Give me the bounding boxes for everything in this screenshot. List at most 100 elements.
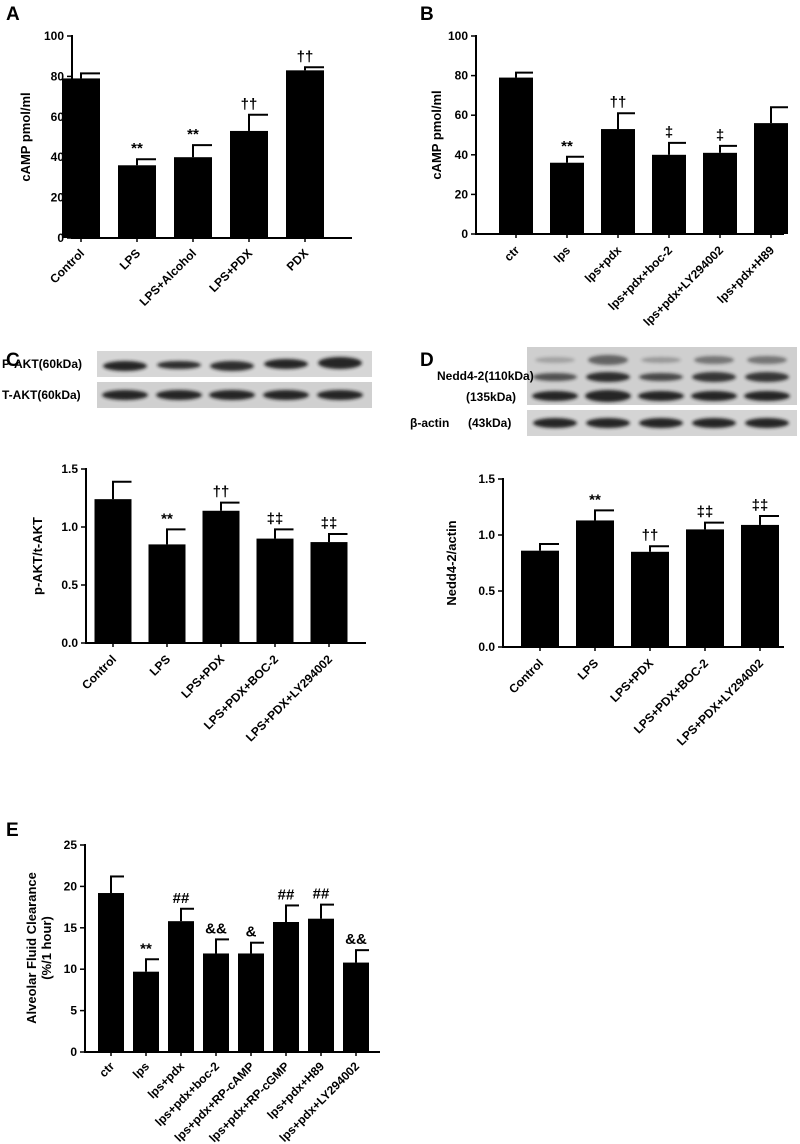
bar-lps+pdx+boc-2 xyxy=(203,953,229,1052)
significance-mark: †† xyxy=(213,484,230,501)
y-tick-label: 5 xyxy=(70,1004,77,1018)
y-tick-label: 40 xyxy=(455,148,469,162)
bar-PDX xyxy=(286,70,324,238)
significance-mark: & xyxy=(246,924,257,941)
category-label: ctr xyxy=(96,1059,117,1080)
blot-band xyxy=(532,391,578,401)
y-tick-label: 0.0 xyxy=(478,640,495,654)
significance-mark: ** xyxy=(187,126,199,143)
y-tick-label: 20 xyxy=(455,187,469,201)
y-tick-label: 40 xyxy=(51,150,65,164)
category-label: LPS+Alcohol xyxy=(137,246,199,308)
blot-band xyxy=(210,361,254,371)
significance-mark: ‡ xyxy=(716,127,724,144)
significance-mark: ## xyxy=(173,890,190,907)
significance-mark: ** xyxy=(561,138,573,155)
blot-band xyxy=(639,418,683,428)
chart-panel-c: 0.0 0.5 1.0 1.5 p-AKT/t-AKT Control ** LPS †† LPS… xyxy=(30,462,366,744)
y-tick-label: 80 xyxy=(455,69,469,83)
blot-band xyxy=(694,356,734,364)
y-tick-label: 0 xyxy=(461,227,468,241)
significance-mark: ## xyxy=(278,886,295,903)
bar-LPS+PDX xyxy=(230,130,268,238)
y-tick-label: 25 xyxy=(64,838,78,852)
bar-LPS xyxy=(118,165,156,238)
y-tick-label: 1.0 xyxy=(478,528,495,542)
panel-letter-b: B xyxy=(420,4,434,25)
y-axis-label: Alveolar Fluid Clearance xyxy=(24,872,39,1024)
significance-mark: †† xyxy=(297,48,314,65)
blot-panel-d: Nedd4-2(110kDa) (135kDa) β-actin (43kDa) xyxy=(410,347,797,436)
category-label: LPS xyxy=(117,246,143,272)
significance-mark: †† xyxy=(642,527,659,544)
blot-band xyxy=(318,357,362,369)
chart-panel-e: 0 5 10 15 20 25 Alveolar Fluid Clearance (%/1 h… xyxy=(24,838,380,1144)
y-tick-label: 0.5 xyxy=(478,584,495,598)
blot-label-nedd4-2: Nedd4-2(110kDa) xyxy=(437,369,534,383)
significance-mark: ** xyxy=(589,491,601,508)
y-axis-label: p-AKT/t-AKT xyxy=(30,517,45,595)
blot-band xyxy=(586,418,630,428)
blot-band xyxy=(641,357,681,363)
bar-LPS+PDX xyxy=(202,510,240,643)
significance-mark: && xyxy=(205,920,227,937)
y-axis-label: cAMP pmol/ml xyxy=(18,92,33,181)
blot-band xyxy=(588,355,628,365)
bar-lps+pdx+RP-cGMP xyxy=(273,922,299,1052)
significance-mark: ‡‡ xyxy=(321,515,338,532)
bar-LPS+PDX+BOC-2 xyxy=(256,538,294,643)
category-label: LPS xyxy=(575,656,601,682)
bar-lps+pdx+boc-2 xyxy=(652,154,686,234)
blot-band xyxy=(586,372,630,382)
y-tick-label: 0 xyxy=(70,1045,77,1059)
y-tick-label: 0.5 xyxy=(61,578,78,592)
y-tick-label: 15 xyxy=(64,921,78,935)
blot-band xyxy=(264,359,308,369)
blot-band xyxy=(103,361,147,371)
blot-panel-c: P-AKT(60kDa) T-AKT(60kDa) xyxy=(2,351,372,408)
significance-mark: ‡‡ xyxy=(267,510,284,527)
bar-LPS+PDX xyxy=(631,551,669,647)
chart-panel-d: 0.0 0.5 1.0 1.5 Nedd4-2/actin Control ** LPS †† L… xyxy=(444,472,784,748)
y-axis-label-secondary: (%/1 hour) xyxy=(39,916,54,980)
bar-ctr xyxy=(499,77,533,234)
blot-band xyxy=(745,418,789,428)
blot-band xyxy=(209,390,255,400)
y-tick-label: 80 xyxy=(51,69,65,83)
significance-mark: †† xyxy=(241,96,258,113)
significance-mark: ** xyxy=(131,140,143,157)
category-label: lps xyxy=(551,243,573,265)
blot-band xyxy=(744,391,790,401)
bar-LPS+PDX+LY294002 xyxy=(310,542,348,643)
blot-band xyxy=(157,361,201,369)
chart-panel-a: 0 20 40 60 80 100 cAMP pmol/ml Control ** LPS ** LP… xyxy=(18,29,352,309)
blot-label-t-akt: T-AKT(60kDa) xyxy=(2,388,81,402)
y-tick-label: 0.0 xyxy=(61,636,78,650)
y-tick-label: 1.5 xyxy=(61,462,78,476)
blot-label-43kda: (43kDa) xyxy=(468,416,511,430)
y-tick-label: 0 xyxy=(57,231,64,245)
blot-band xyxy=(638,391,684,401)
bar-Control xyxy=(62,78,100,238)
blot-band xyxy=(533,418,577,428)
significance-mark: ‡‡ xyxy=(752,497,769,514)
blot-band xyxy=(156,390,202,400)
category-label: lps xyxy=(130,1059,152,1081)
blot-band xyxy=(317,390,363,400)
significance-mark: ## xyxy=(313,886,330,903)
blot-label-135kda: (135kDa) xyxy=(466,390,516,404)
y-tick-label: 10 xyxy=(64,962,78,976)
blot-band xyxy=(535,357,575,363)
blot-band xyxy=(692,418,736,428)
bar-lps xyxy=(133,971,159,1052)
bar-LPS xyxy=(576,520,614,647)
category-label: Control xyxy=(79,652,119,692)
blot-band xyxy=(692,372,736,382)
blot-band xyxy=(691,391,737,401)
y-tick-label: 1.5 xyxy=(478,472,495,486)
panel-letter-a: A xyxy=(6,4,20,25)
y-tick-label: 1.0 xyxy=(61,520,78,534)
blot-band xyxy=(102,390,148,400)
y-tick-label: 20 xyxy=(51,191,65,205)
